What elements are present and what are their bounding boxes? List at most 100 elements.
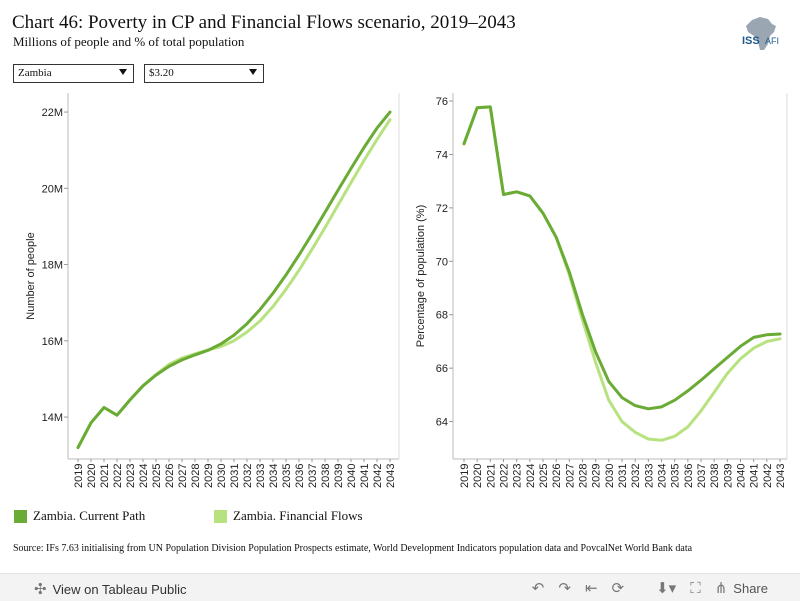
x-tick-label: 2033: [255, 464, 267, 488]
x-tick-label: 2035: [670, 464, 682, 488]
x-tick-label: 2030: [216, 464, 228, 488]
logo-text-2: AFI: [765, 36, 779, 46]
legend-financial-flows[interactable]: Zambia. Financial Flows: [214, 508, 363, 524]
x-tick-label: 2024: [525, 464, 537, 488]
x-tick-label: 2043: [385, 464, 397, 488]
x-tick-label: 2040: [346, 464, 358, 488]
x-tick-label: 2029: [591, 464, 603, 488]
share-icon: ⋔: [714, 580, 728, 597]
x-tick-label: 2026: [551, 464, 563, 488]
y-tick-label: 74: [436, 149, 448, 161]
legend-current-path[interactable]: Zambia. Current Path: [14, 508, 145, 524]
x-tick-label: 2032: [242, 464, 254, 488]
chevron-down-icon: [119, 69, 127, 75]
chevron-down-icon: [249, 69, 257, 75]
x-tick-label: 2019: [459, 464, 471, 488]
download-icon[interactable]: ⬇▾: [656, 580, 677, 597]
legend-swatch-financial-flows: [214, 509, 227, 523]
x-tick-label: 2023: [512, 464, 524, 488]
source-note: Source: IFs 7.63 initialising from UN Po…: [13, 543, 693, 554]
refresh-icon[interactable]: ⟳: [611, 580, 625, 597]
y-tick-label: 76: [436, 96, 448, 108]
share-label: Share: [733, 580, 768, 596]
x-tick-label: 2029: [203, 464, 215, 488]
y-tick-label: 16M: [42, 336, 63, 348]
legend-label-financial-flows: Zambia. Financial Flows: [233, 508, 363, 523]
series-line-current-path: [76, 110, 392, 450]
x-tick-label: 2043: [775, 464, 787, 488]
x-tick-label: 2039: [333, 464, 345, 488]
y-axis-label: Percentage of population (%): [415, 205, 427, 347]
legend-swatch-current-path: [14, 509, 27, 523]
x-tick-label: 2022: [112, 464, 124, 488]
country-dropdown[interactable]: Zambia: [13, 64, 134, 83]
x-tick-label: 2021: [99, 464, 111, 488]
series-line-financial-flows: [76, 118, 392, 450]
y-tick-label: 14M: [42, 412, 63, 424]
country-dropdown-value: Zambia: [18, 67, 52, 79]
y-tick-label: 70: [436, 256, 448, 268]
x-tick-label: 2032: [630, 464, 642, 488]
x-tick-label: 2020: [86, 464, 98, 488]
x-tick-label: 2041: [749, 464, 761, 488]
x-tick-label: 2036: [294, 464, 306, 488]
x-tick-label: 2042: [762, 464, 774, 488]
x-tick-label: 2027: [177, 464, 189, 488]
x-tick-label: 2033: [643, 464, 655, 488]
x-tick-label: 2038: [709, 464, 721, 488]
chart-title: Chart 46: Poverty in CP and Financial Fl…: [12, 12, 516, 33]
x-tick-label: 2035: [281, 464, 293, 488]
x-tick-label: 2023: [125, 464, 137, 488]
iss-africa-logo: ISS AFI: [738, 14, 794, 56]
x-tick-label: 2027: [564, 464, 576, 488]
x-tick-label: 2039: [722, 464, 734, 488]
x-tick-label: 2020: [472, 464, 484, 488]
x-tick-label: 2038: [320, 464, 332, 488]
x-tick-label: 2021: [485, 464, 497, 488]
x-tick-label: 2041: [359, 464, 371, 488]
x-tick-label: 2034: [657, 464, 669, 488]
x-tick-label: 2025: [151, 464, 163, 488]
x-tick-label: 2040: [736, 464, 748, 488]
y-axis-label: Number of people: [25, 232, 37, 319]
series-line-current-path: [462, 105, 782, 411]
tableau-footer: ✣ View on Tableau Public ↶ ↷ ⇤ ⟳ ⬇▾ ⛶ ⋔ …: [0, 573, 800, 601]
y-tick-label: 20M: [42, 183, 63, 195]
view-on-tableau-link[interactable]: ✣ View on Tableau Public: [34, 580, 187, 598]
chart-subtitle: Millions of people and % of total popula…: [13, 34, 245, 49]
x-tick-label: 2024: [138, 464, 150, 488]
x-tick-label: 2030: [604, 464, 616, 488]
logo-text: ISS: [742, 35, 760, 47]
share-button[interactable]: ⋔ Share: [715, 579, 768, 597]
redo-icon[interactable]: ↷: [558, 580, 571, 597]
x-tick-label: 2025: [538, 464, 550, 488]
x-tick-label: 2028: [190, 464, 202, 488]
y-tick-label: 66: [436, 363, 448, 375]
y-tick-label: 18M: [42, 260, 63, 272]
x-tick-label: 2022: [499, 464, 511, 488]
tableau-logo-icon: ✣: [34, 581, 47, 598]
revert-icon[interactable]: ⇤: [584, 580, 598, 597]
x-tick-label: 2042: [372, 464, 384, 488]
y-tick-label: 64: [436, 417, 448, 429]
series-line-financial-flows: [462, 105, 782, 442]
y-tick-label: 72: [436, 203, 448, 215]
y-tick-label: 68: [436, 310, 448, 322]
x-tick-label: 2028: [578, 464, 590, 488]
undo-icon[interactable]: ↶: [531, 580, 545, 597]
x-tick-label: 2037: [696, 464, 708, 488]
x-tick-label: 2036: [683, 464, 695, 488]
x-tick-label: 2031: [229, 464, 241, 488]
x-tick-label: 2031: [617, 464, 629, 488]
x-tick-label: 2026: [164, 464, 176, 488]
fullscreen-icon[interactable]: ⛶: [690, 579, 701, 597]
threshold-dropdown[interactable]: $3.20: [144, 64, 264, 83]
x-tick-label: 2037: [307, 464, 319, 488]
view-on-tableau-label: View on Tableau Public: [52, 581, 187, 597]
y-tick-label: 22M: [42, 107, 63, 119]
threshold-dropdown-value: $3.20: [149, 67, 174, 79]
legend-label-current-path: Zambia. Current Path: [33, 508, 146, 523]
x-tick-label: 2019: [73, 464, 85, 488]
x-tick-label: 2034: [268, 464, 280, 488]
